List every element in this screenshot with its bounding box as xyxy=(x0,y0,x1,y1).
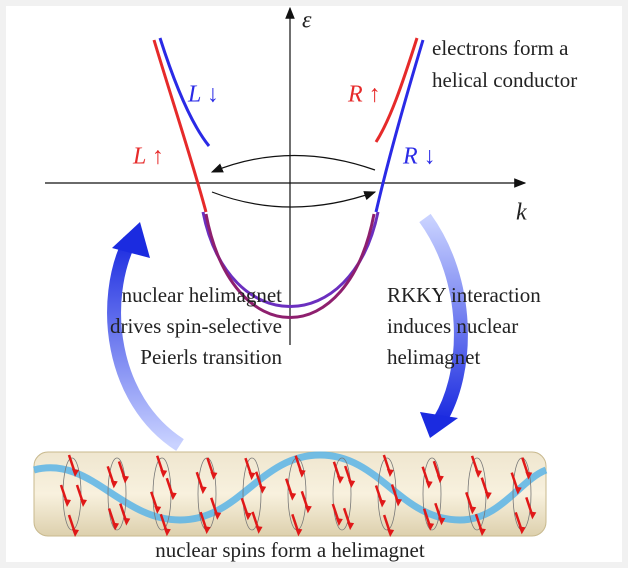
band-label: L ↑ xyxy=(132,144,164,170)
figure: ε k L ↓ R ↑ L ↑ R ↓ electrons form a hel… xyxy=(0,0,628,568)
band-label: L ↓ xyxy=(187,82,219,108)
annotation: helical conductor xyxy=(432,68,577,92)
band-label: R ↑ xyxy=(347,82,381,108)
caption: nuclear spins form a helimagnet xyxy=(155,538,425,562)
annotation: nuclear helimagnet xyxy=(122,283,283,307)
band-label: R ↓ xyxy=(402,144,436,170)
annotation: drives spin-selective xyxy=(110,314,282,338)
annotation: Peierls transition xyxy=(140,345,282,369)
annotation: induces nuclear xyxy=(387,314,518,338)
annotation: electrons form a xyxy=(432,36,569,60)
axis-label: ε xyxy=(302,8,312,34)
annotation: helimagnet xyxy=(387,345,480,369)
annotation: RKKY interaction xyxy=(387,283,541,307)
axis-label: k xyxy=(516,200,527,226)
